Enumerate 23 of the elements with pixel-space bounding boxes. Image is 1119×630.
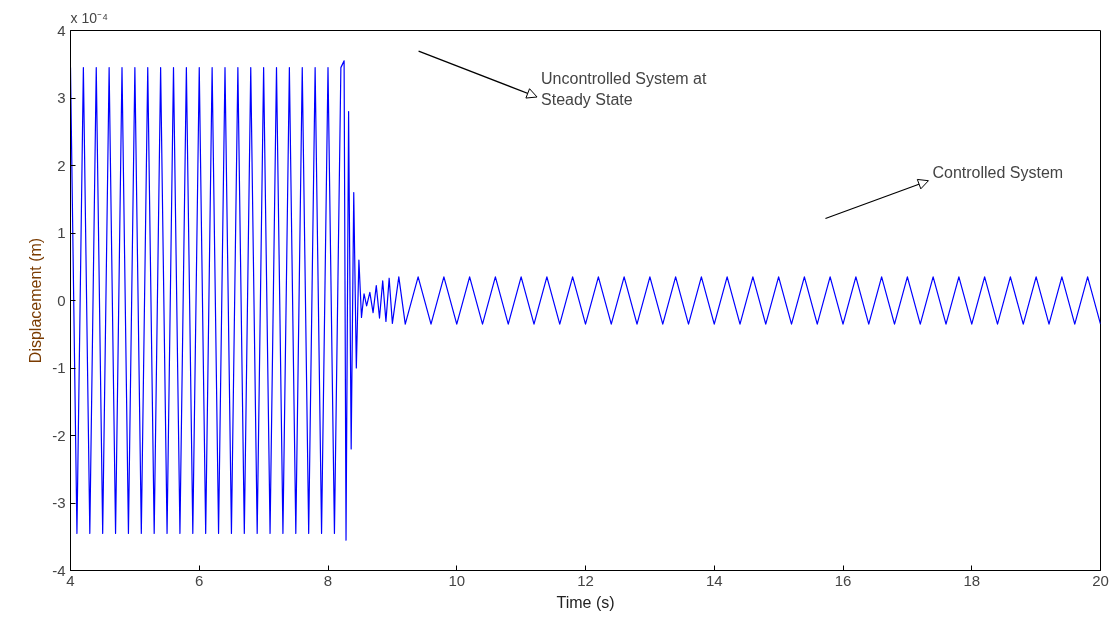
y-tick-label: 1 — [57, 224, 66, 241]
x-tick-label: 6 — [195, 571, 204, 589]
x-tick-label: 16 — [834, 571, 852, 589]
x-axis-title: Time (s) — [556, 593, 615, 611]
x-tick-label: 12 — [577, 571, 594, 589]
annotation: Controlled System — [932, 164, 1064, 182]
x-tick-label: 8 — [323, 571, 333, 589]
text: x 10⁻⁴ — [70, 9, 108, 26]
annotation: Uncontrolled System at Steady State — [541, 70, 708, 108]
y-tick-label: 2 — [57, 156, 66, 174]
y-tick-label: -4 — [52, 561, 66, 579]
x-tick-label: 14 — [705, 571, 723, 589]
x-tick-label: 18 — [963, 571, 981, 589]
x-tick-label: 20 — [1092, 571, 1109, 589]
y-tick-label: 0 — [57, 291, 66, 309]
line-series — [70, 60, 1101, 541]
y-tick-label: -3 — [52, 494, 66, 511]
y-tick-label: 4 — [57, 21, 66, 39]
y-axis-title: Displacement (m) — [27, 237, 45, 364]
x-tick-label: 10 — [448, 571, 466, 589]
y-tick-label: 3 — [57, 89, 66, 106]
y-tick-label: -2 — [52, 426, 66, 444]
y-tick-label: -1 — [52, 359, 66, 376]
